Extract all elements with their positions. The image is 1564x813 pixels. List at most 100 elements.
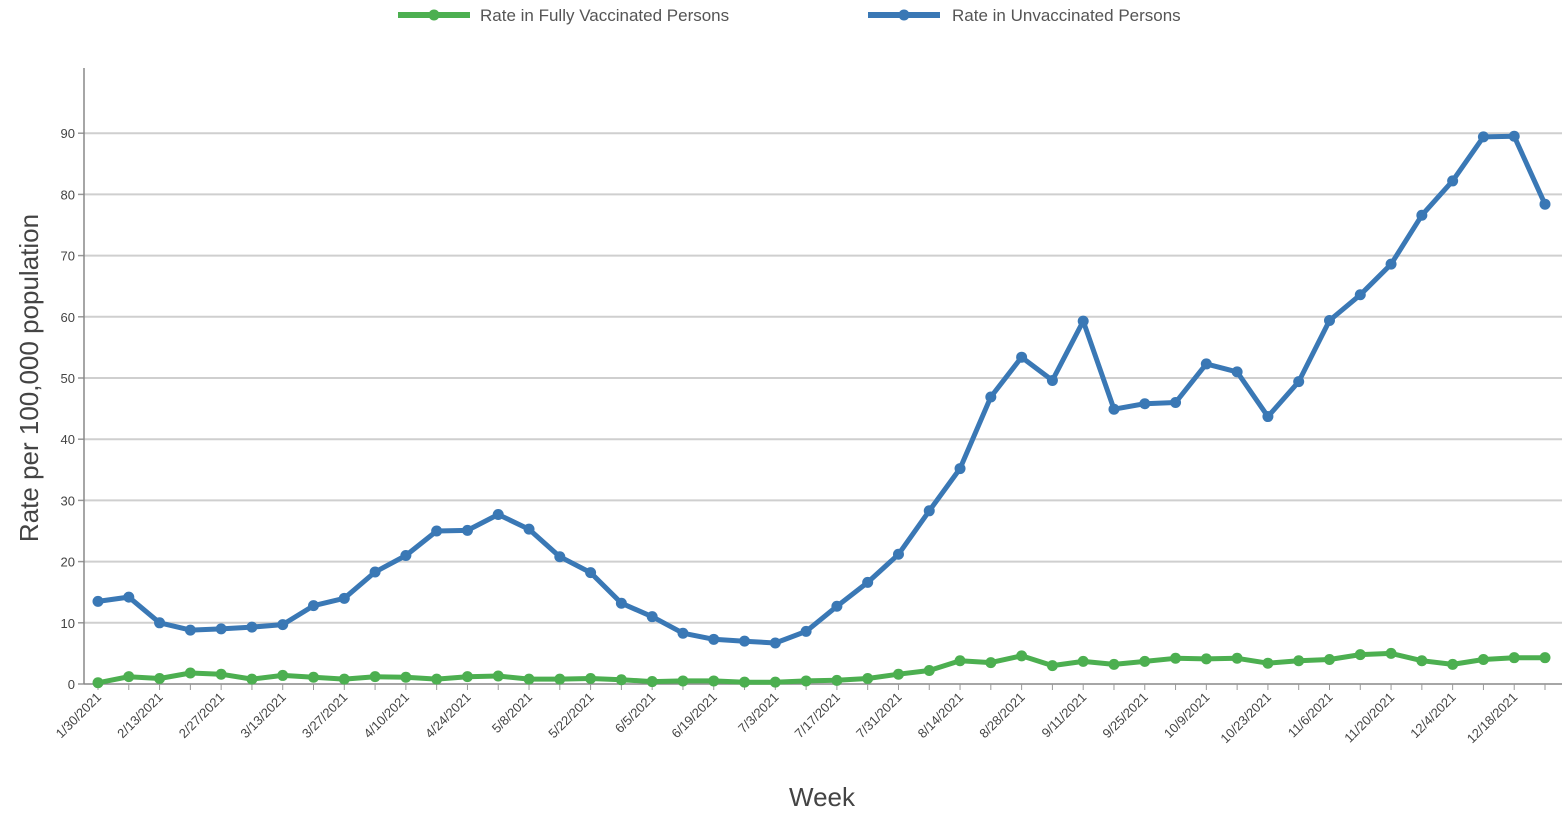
data-point-unvaccinated[interactable]	[431, 525, 443, 537]
data-point-vaccinated[interactable]	[308, 671, 320, 683]
data-point-unvaccinated[interactable]	[154, 617, 166, 629]
data-point-vaccinated[interactable]	[831, 674, 843, 686]
data-point-unvaccinated[interactable]	[739, 635, 751, 647]
data-point-unvaccinated[interactable]	[277, 619, 289, 631]
data-point-vaccinated[interactable]	[800, 675, 812, 687]
data-point-vaccinated[interactable]	[739, 676, 751, 688]
gridlines	[84, 132, 1562, 624]
data-point-unvaccinated[interactable]	[892, 548, 904, 560]
data-point-unvaccinated[interactable]	[461, 524, 473, 536]
data-point-unvaccinated[interactable]	[1200, 358, 1212, 370]
data-point-vaccinated[interactable]	[1046, 660, 1058, 672]
data-point-unvaccinated[interactable]	[1139, 398, 1151, 410]
data-point-vaccinated[interactable]	[1416, 655, 1428, 667]
data-point-vaccinated[interactable]	[1323, 654, 1335, 666]
data-point-unvaccinated[interactable]	[215, 623, 227, 635]
data-point-vaccinated[interactable]	[1170, 652, 1182, 664]
data-point-vaccinated[interactable]	[1293, 655, 1305, 667]
data-point-unvaccinated[interactable]	[1323, 314, 1335, 326]
data-point-unvaccinated[interactable]	[800, 625, 812, 637]
data-point-unvaccinated[interactable]	[184, 624, 196, 636]
data-point-unvaccinated[interactable]	[492, 508, 504, 520]
data-point-unvaccinated[interactable]	[677, 627, 689, 639]
data-point-unvaccinated[interactable]	[1477, 131, 1489, 143]
data-point-unvaccinated[interactable]	[1539, 198, 1551, 210]
data-point-unvaccinated[interactable]	[308, 600, 320, 612]
data-point-unvaccinated[interactable]	[338, 592, 350, 604]
data-point-unvaccinated[interactable]	[708, 633, 720, 645]
data-point-vaccinated[interactable]	[1139, 655, 1151, 667]
data-point-vaccinated[interactable]	[1200, 653, 1212, 665]
data-point-vaccinated[interactable]	[1447, 658, 1459, 670]
data-point-unvaccinated[interactable]	[831, 600, 843, 612]
data-point-vaccinated[interactable]	[585, 672, 597, 684]
data-point-vaccinated[interactable]	[338, 673, 350, 685]
data-point-unvaccinated[interactable]	[1447, 175, 1459, 187]
data-point-vaccinated[interactable]	[123, 671, 135, 683]
data-point-vaccinated[interactable]	[523, 673, 535, 685]
data-point-unvaccinated[interactable]	[1108, 403, 1120, 415]
data-point-unvaccinated[interactable]	[615, 597, 627, 609]
legend-item-vaccinated[interactable]: Rate in Fully Vaccinated Persons	[398, 6, 729, 25]
data-point-vaccinated[interactable]	[184, 667, 196, 679]
data-point-unvaccinated[interactable]	[1416, 209, 1428, 221]
data-point-unvaccinated[interactable]	[400, 549, 412, 561]
data-point-vaccinated[interactable]	[215, 668, 227, 680]
data-point-unvaccinated[interactable]	[585, 567, 597, 579]
data-point-unvaccinated[interactable]	[1385, 258, 1397, 270]
data-point-unvaccinated[interactable]	[954, 463, 966, 475]
data-point-vaccinated[interactable]	[708, 675, 720, 687]
data-point-vaccinated[interactable]	[923, 665, 935, 677]
data-point-vaccinated[interactable]	[431, 673, 443, 685]
data-point-unvaccinated[interactable]	[1354, 289, 1366, 301]
data-point-vaccinated[interactable]	[1231, 652, 1243, 664]
data-point-unvaccinated[interactable]	[1016, 351, 1028, 363]
data-point-vaccinated[interactable]	[277, 669, 289, 681]
data-point-vaccinated[interactable]	[769, 676, 781, 688]
data-point-vaccinated[interactable]	[492, 670, 504, 682]
data-point-unvaccinated[interactable]	[1262, 411, 1274, 423]
data-point-vaccinated[interactable]	[1016, 650, 1028, 662]
data-point-unvaccinated[interactable]	[862, 576, 874, 588]
data-point-vaccinated[interactable]	[400, 671, 412, 683]
data-point-unvaccinated[interactable]	[246, 621, 258, 633]
data-point-vaccinated[interactable]	[862, 672, 874, 684]
data-point-vaccinated[interactable]	[1354, 649, 1366, 661]
data-point-vaccinated[interactable]	[646, 676, 658, 688]
data-point-vaccinated[interactable]	[985, 657, 997, 669]
data-point-vaccinated[interactable]	[1077, 655, 1089, 667]
data-point-unvaccinated[interactable]	[1231, 366, 1243, 378]
legend-item-unvaccinated[interactable]: Rate in Unvaccinated Persons	[868, 6, 1181, 25]
data-point-vaccinated[interactable]	[1385, 647, 1397, 659]
data-point-unvaccinated[interactable]	[369, 566, 381, 578]
data-point-vaccinated[interactable]	[92, 677, 104, 689]
data-point-vaccinated[interactable]	[954, 655, 966, 667]
data-point-unvaccinated[interactable]	[523, 523, 535, 535]
data-point-vaccinated[interactable]	[1508, 652, 1520, 664]
data-point-vaccinated[interactable]	[246, 673, 258, 685]
data-point-unvaccinated[interactable]	[1046, 374, 1058, 386]
data-point-unvaccinated[interactable]	[1508, 130, 1520, 142]
data-point-unvaccinated[interactable]	[769, 637, 781, 649]
data-point-vaccinated[interactable]	[1262, 657, 1274, 669]
data-point-unvaccinated[interactable]	[985, 391, 997, 403]
data-point-unvaccinated[interactable]	[554, 551, 566, 563]
data-point-unvaccinated[interactable]	[1293, 376, 1305, 388]
data-point-vaccinated[interactable]	[554, 673, 566, 685]
data-point-vaccinated[interactable]	[1477, 654, 1489, 666]
data-point-unvaccinated[interactable]	[1077, 315, 1089, 327]
data-point-vaccinated[interactable]	[154, 672, 166, 684]
data-point-vaccinated[interactable]	[615, 674, 627, 686]
data-point-vaccinated[interactable]	[677, 675, 689, 687]
data-point-unvaccinated[interactable]	[646, 611, 658, 623]
data-point-vaccinated[interactable]	[461, 671, 473, 683]
data-point-unvaccinated[interactable]	[92, 595, 104, 607]
data-point-unvaccinated[interactable]	[123, 591, 135, 603]
data-point-vaccinated[interactable]	[369, 671, 381, 683]
data-point-vaccinated[interactable]	[1539, 652, 1551, 664]
data-point-unvaccinated[interactable]	[923, 505, 935, 517]
y-tick-label: 0	[68, 677, 75, 692]
data-point-vaccinated[interactable]	[1108, 658, 1120, 670]
data-point-unvaccinated[interactable]	[1170, 396, 1182, 408]
data-point-vaccinated[interactable]	[892, 668, 904, 680]
